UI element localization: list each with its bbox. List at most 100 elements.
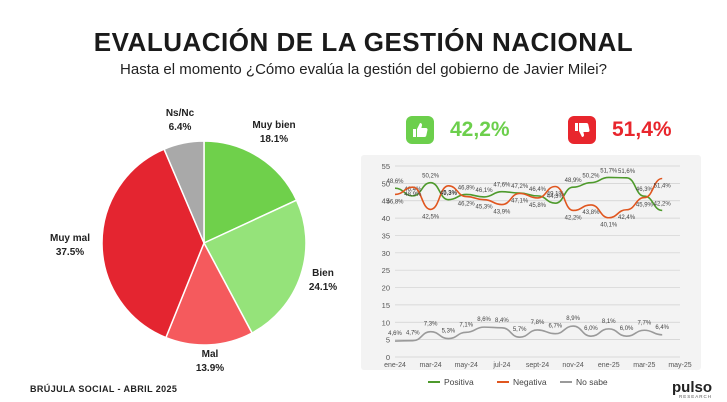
data-label-no-sabe: 7,3% (424, 322, 438, 328)
data-label-negativa: 45,8% (529, 203, 547, 209)
y-tick-label: 45 (382, 197, 390, 206)
data-label-negativa: 42,5% (422, 214, 440, 220)
data-label-negativa: 45,9% (636, 203, 654, 209)
pie-value-muy-bien: 18.1% (260, 134, 288, 145)
y-tick-label: 35 (382, 231, 390, 240)
thumbs-down-icon (568, 116, 596, 144)
y-tick-label: 0 (386, 353, 390, 362)
x-tick-label: jul-24 (492, 362, 510, 369)
pie-label-muy-mal: Muy mal (50, 233, 90, 244)
data-label-positiva: 45,3% (440, 191, 458, 197)
data-label-positiva: 46,4% (529, 187, 547, 193)
series-line-positiva (394, 176, 663, 212)
data-label-negativa: 47,1% (511, 198, 529, 204)
data-label-negativa: 46,2% (458, 202, 476, 208)
data-label-no-sabe: 4,7% (406, 331, 420, 337)
brand-tagline: RESEARCH (679, 394, 713, 399)
data-label-positiva: 51,6% (618, 169, 636, 175)
data-label-negativa: 49,1% (547, 191, 565, 197)
data-label-positiva: 42,2% (654, 201, 672, 207)
y-tick-label: 20 (382, 284, 390, 293)
page-title: EVALUACIÓN DE LA GESTIÓN NACIONAL (93, 27, 634, 57)
x-tick-label: ene-25 (598, 362, 620, 369)
x-tick-label: mar-24 (420, 362, 442, 369)
pie-value-muy-mal: 37.5% (56, 247, 84, 258)
pie-slice-bien (202, 199, 307, 335)
pie-label-bien: Bien (312, 268, 334, 279)
data-label-positiva: 46,3% (636, 187, 654, 193)
negative-summary-value: 51,4% (612, 118, 672, 141)
data-label-no-sabe: 7,7% (638, 320, 652, 326)
y-tick-label: 50 (382, 179, 390, 188)
data-label-negativa: 48,9% (404, 192, 422, 198)
y-tick-label: 5 (386, 336, 390, 345)
y-tick-label: 40 (382, 214, 390, 223)
brand-logo: pulso (672, 379, 712, 396)
pie-value-ns-nc: 6.4% (169, 122, 192, 133)
data-label-positiva: 44,3% (547, 194, 565, 200)
data-label-positiva: 46,4% (404, 187, 422, 193)
data-label-no-sabe: 6,4% (655, 325, 669, 331)
page-subtitle: Hasta el momento ¿Cómo evalúa la gestión… (120, 61, 607, 78)
series-line-negativa (394, 177, 663, 219)
data-label-no-sabe: 8,1% (602, 319, 616, 325)
data-label-no-sabe: 5,7% (513, 327, 527, 333)
pie-label-muy-bien: Muy bien (252, 120, 295, 131)
x-tick-label: may-25 (668, 362, 691, 369)
data-label-positiva: 50,2% (422, 174, 440, 180)
x-tick-label: may-24 (455, 362, 478, 369)
data-label-negativa: 42,4% (618, 215, 636, 221)
x-tick-label: nov-24 (562, 362, 584, 369)
pie-slice-muy-mal (101, 148, 205, 339)
pie-slice-ns-nc (163, 140, 205, 244)
data-label-negativa: 45,3% (476, 205, 494, 211)
data-label-no-sabe: 8,9% (566, 316, 580, 322)
data-label-no-sabe: 6,0% (584, 326, 598, 332)
pie-slice-mal (164, 241, 254, 346)
y-tick-label: 55 (382, 162, 390, 171)
positive-summary-value: 42,2% (450, 118, 510, 141)
x-tick-label: sept-24 (526, 362, 549, 369)
data-label-positiva: 46,1% (476, 188, 494, 194)
x-tick-label: mar-25 (633, 362, 655, 369)
pie-value-mal: 13.9% (196, 363, 224, 374)
legend-label-no-sabe: No sabe (576, 377, 608, 387)
pie-value-bien: 24.1% (309, 282, 337, 293)
pie-label-ns-nc: Ns/Nc (166, 108, 195, 119)
data-label-positiva: 48,6% (386, 179, 404, 185)
data-label-negativa: 43,8% (582, 210, 600, 216)
data-label-negativa: 51,4% (654, 184, 672, 190)
data-label-positiva: 51,7% (600, 168, 618, 174)
data-label-no-sabe: 4,6% (388, 331, 402, 337)
data-label-negativa: 49,3% (440, 191, 458, 197)
data-label-no-sabe: 8,6% (477, 317, 491, 323)
x-tick-label: ene-24 (384, 362, 406, 369)
data-label-negativa: 46,8% (386, 199, 404, 205)
y-tick-label: 10 (382, 318, 390, 327)
data-label-no-sabe: 5,3% (442, 329, 456, 335)
data-label-positiva: 47,2% (511, 184, 529, 190)
data-label-no-sabe: 7,1% (459, 322, 473, 328)
series-line-no-sabe (394, 325, 663, 342)
data-label-negativa: 43,9% (493, 210, 511, 216)
data-label-no-sabe: 6,0% (620, 326, 634, 332)
data-label-no-sabe: 8,4% (495, 318, 509, 324)
data-label-positiva: 47,6% (493, 183, 511, 189)
source-footer: BRÚJULA SOCIAL - ABRIL 2025 (30, 384, 178, 394)
data-label-positiva: 50,2% (582, 174, 600, 180)
pie-slice-muy-bien (203, 140, 298, 245)
data-label-positiva: 48,9% (565, 178, 583, 184)
y-tick-label: 30 (382, 249, 390, 258)
data-label-negativa: 40,1% (600, 223, 618, 229)
data-label-positiva: 46,8% (458, 185, 476, 191)
data-label-no-sabe: 6,7% (548, 324, 562, 330)
pie-label-mal: Mal (202, 349, 219, 360)
legend-label-negativa: Negativa (513, 377, 547, 387)
data-label-negativa: 42,2% (565, 215, 583, 221)
data-label-no-sabe: 7,8% (531, 320, 545, 326)
thumbs-up-icon (406, 116, 434, 144)
legend-label-positiva: Positiva (444, 377, 474, 387)
y-tick-label: 25 (382, 266, 390, 275)
